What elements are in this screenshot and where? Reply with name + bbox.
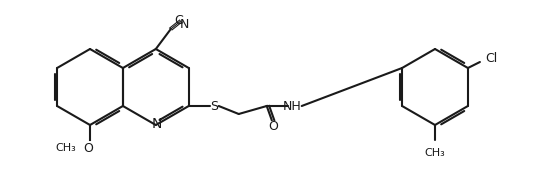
Text: N: N <box>152 117 162 131</box>
Text: NH: NH <box>282 99 301 113</box>
Text: CH₃: CH₃ <box>425 148 445 158</box>
Text: C: C <box>174 14 183 27</box>
Text: N: N <box>180 19 190 32</box>
Text: O: O <box>83 141 93 155</box>
Text: CH₃: CH₃ <box>55 143 76 153</box>
Text: S: S <box>210 99 218 113</box>
Text: O: O <box>268 121 278 133</box>
Text: Cl: Cl <box>485 52 497 64</box>
